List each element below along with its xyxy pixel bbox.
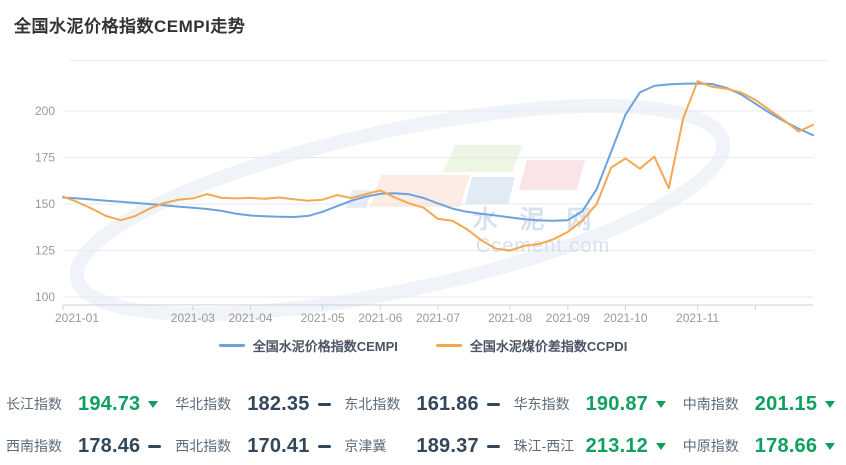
trend-flat-icon bbox=[317, 402, 331, 406]
stat-cell-huabei: 华北指数 182.35 bbox=[169, 390, 338, 418]
stat-value: 190.87 bbox=[585, 392, 648, 415]
stat-value: 194.73 bbox=[78, 392, 141, 415]
svg-text:100: 100 bbox=[35, 290, 55, 304]
svg-text:2021-11: 2021-11 bbox=[676, 311, 719, 325]
stat-value: 178.46 bbox=[78, 434, 141, 457]
stat-value: 178.66 bbox=[754, 434, 818, 457]
stat-label: 京津冀 bbox=[344, 438, 387, 454]
stat-label: 西北指数 bbox=[175, 438, 232, 454]
stat-label: 东北指数 bbox=[344, 396, 401, 412]
trend-flat-icon bbox=[486, 444, 500, 448]
trend-down-icon bbox=[655, 442, 666, 450]
svg-text:2021-06: 2021-06 bbox=[358, 311, 402, 325]
title-divider bbox=[70, 60, 828, 61]
stat-label: 珠江-西江 bbox=[513, 438, 575, 454]
svg-text:2021-01: 2021-01 bbox=[55, 311, 99, 325]
trend-flat-icon bbox=[486, 402, 500, 406]
stat-label: 西南指数 bbox=[6, 438, 62, 454]
svg-text:200: 200 bbox=[35, 104, 55, 118]
stat-value: 201.15 bbox=[754, 392, 818, 415]
trend-down-icon bbox=[148, 400, 159, 408]
stat-label: 华北指数 bbox=[175, 396, 232, 412]
svg-text:Ccement.com: Ccement.com bbox=[476, 235, 610, 257]
trend-flat-icon bbox=[148, 444, 162, 448]
page-title: 全国水泥价格指数CEMPI走势 bbox=[14, 17, 246, 36]
stat-cell-zhongyuan: 中原指数 178.66 bbox=[677, 432, 846, 460]
stat-cell-zhujiang-xijiang: 珠江-西江 213.12 bbox=[508, 432, 677, 460]
trend-flat-icon bbox=[317, 444, 331, 448]
stat-cell-changjiang: 长江指数 194.73 bbox=[0, 390, 169, 418]
legend-item-cempi[interactable]: 全国水泥价格指数CEMPI bbox=[218, 336, 398, 355]
chart-legend: 全国水泥价格指数CEMPI 全国水泥煤价差指数CCPDI bbox=[0, 336, 846, 355]
svg-text:175: 175 bbox=[35, 151, 55, 165]
svg-text:2021-08: 2021-08 bbox=[488, 311, 532, 325]
stat-value: 189.37 bbox=[416, 434, 479, 457]
legend-label-cempi: 全国水泥价格指数CEMPI bbox=[252, 339, 398, 354]
stat-cell-xinan: 西南指数 178.46 bbox=[0, 432, 169, 460]
svg-text:2021-07: 2021-07 bbox=[416, 311, 460, 325]
stat-value: 213.12 bbox=[585, 434, 648, 457]
svg-text:2021-05: 2021-05 bbox=[301, 311, 345, 325]
stat-value: 182.35 bbox=[247, 392, 310, 415]
legend-label-ccpdi: 全国水泥煤价差指数CCPDI bbox=[469, 339, 628, 354]
stats-row-2: 西南指数 178.46 西北指数 170.41 京津冀 189.37 珠江-西江… bbox=[0, 432, 846, 460]
ccpdi-line-marker bbox=[435, 344, 462, 347]
stat-label: 中南指数 bbox=[682, 396, 739, 412]
stat-label: 华东指数 bbox=[513, 396, 570, 412]
cempi-line-marker bbox=[218, 344, 245, 347]
stat-label: 长江指数 bbox=[6, 396, 62, 412]
legend-item-ccpdi[interactable]: 全国水泥煤价差指数CCPDI bbox=[435, 336, 628, 355]
stat-cell-jingjinji: 京津冀 189.37 bbox=[338, 432, 507, 460]
svg-text:150: 150 bbox=[35, 197, 55, 211]
stat-value: 161.86 bbox=[416, 392, 479, 415]
trend-down-icon bbox=[825, 442, 836, 450]
stat-cell-zhongnan: 中南指数 201.15 bbox=[677, 390, 846, 418]
trend-down-icon bbox=[655, 400, 666, 408]
svg-text:2021-04: 2021-04 bbox=[228, 311, 272, 325]
stat-label: 中原指数 bbox=[682, 438, 739, 454]
svg-text:2021-09: 2021-09 bbox=[546, 311, 590, 325]
svg-text:125: 125 bbox=[35, 244, 55, 258]
svg-text:2021-10: 2021-10 bbox=[603, 311, 647, 325]
svg-text:2021-03: 2021-03 bbox=[171, 311, 215, 325]
stat-value: 170.41 bbox=[247, 434, 310, 457]
stat-cell-dongbei: 东北指数 161.86 bbox=[338, 390, 507, 418]
trend-down-icon bbox=[825, 400, 836, 408]
stats-row-1: 长江指数 194.73 华北指数 182.35 东北指数 161.86 华东指数… bbox=[0, 390, 846, 418]
stat-cell-xibei: 西北指数 170.41 bbox=[169, 432, 338, 460]
stat-cell-huadong: 华东指数 190.87 bbox=[508, 390, 677, 418]
